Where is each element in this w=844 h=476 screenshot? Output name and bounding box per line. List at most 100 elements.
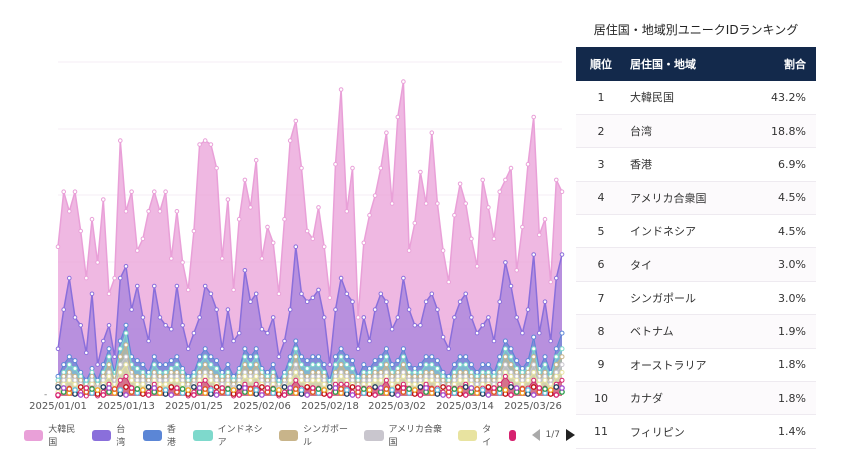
data-point[interactable] [146, 338, 151, 344]
data-point[interactable] [338, 354, 344, 360]
data-point[interactable] [542, 386, 548, 392]
data-point[interactable] [219, 346, 225, 352]
data-point[interactable] [174, 362, 180, 368]
data-point[interactable] [163, 369, 169, 375]
data-point[interactable] [89, 377, 95, 383]
data-point[interactable] [134, 381, 140, 387]
data-point[interactable] [514, 369, 520, 375]
data-point[interactable] [287, 307, 293, 312]
data-point[interactable] [367, 212, 372, 218]
data-point[interactable] [350, 165, 355, 171]
data-point[interactable] [316, 377, 321, 383]
data-point[interactable] [463, 291, 469, 297]
data-point[interactable] [412, 381, 418, 387]
data-point[interactable] [219, 385, 226, 391]
data-point[interactable] [242, 369, 248, 375]
data-point[interactable] [247, 386, 254, 392]
data-point[interactable] [117, 369, 123, 375]
data-point[interactable] [174, 385, 180, 391]
data-point[interactable] [440, 248, 446, 253]
data-point[interactable] [474, 369, 480, 375]
data-point[interactable] [519, 369, 525, 375]
data-point[interactable] [225, 377, 231, 383]
data-point[interactable] [406, 362, 412, 368]
data-point[interactable] [208, 362, 214, 368]
data-point[interactable] [497, 189, 503, 194]
data-point[interactable] [406, 248, 412, 253]
data-point[interactable] [78, 228, 83, 234]
data-point[interactable] [333, 161, 338, 167]
data-point[interactable] [236, 330, 242, 336]
data-point[interactable] [157, 209, 163, 214]
data-point[interactable] [502, 338, 508, 344]
data-point[interactable] [513, 385, 520, 391]
data-point[interactable] [429, 377, 435, 383]
data-point[interactable] [219, 377, 225, 383]
data-point[interactable] [355, 346, 361, 352]
data-point[interactable] [537, 232, 542, 238]
data-point[interactable] [474, 386, 480, 392]
legend-item-indonesia[interactable]: インドネシア [193, 422, 269, 448]
data-point[interactable] [412, 220, 418, 226]
data-point[interactable] [423, 354, 429, 360]
data-point[interactable] [281, 384, 288, 390]
data-point[interactable] [281, 392, 288, 398]
data-point[interactable] [486, 205, 491, 210]
data-point[interactable] [384, 299, 389, 305]
data-point[interactable] [106, 291, 112, 297]
data-point[interactable] [214, 307, 219, 312]
data-point[interactable] [542, 362, 548, 368]
data-point[interactable] [55, 384, 61, 390]
data-point[interactable] [293, 346, 299, 352]
data-point[interactable] [253, 369, 259, 375]
data-point[interactable] [485, 392, 492, 398]
data-point[interactable] [145, 384, 152, 390]
data-point[interactable] [559, 252, 565, 257]
data-point[interactable] [440, 384, 446, 390]
data-point[interactable] [89, 386, 95, 392]
data-point[interactable] [225, 369, 231, 375]
data-point[interactable] [440, 392, 446, 398]
legend-item-thailand[interactable]: タイ [457, 422, 500, 448]
data-point[interactable] [265, 369, 270, 375]
data-point[interactable] [508, 283, 514, 289]
data-point[interactable] [537, 330, 542, 336]
data-point[interactable] [191, 330, 197, 336]
data-point[interactable] [134, 377, 140, 383]
data-point[interactable] [179, 386, 186, 392]
data-point[interactable] [360, 386, 367, 392]
data-point[interactable] [338, 362, 344, 368]
data-point[interactable] [123, 384, 129, 390]
data-point[interactable] [333, 307, 338, 312]
data-point[interactable] [468, 377, 474, 383]
data-point[interactable] [140, 377, 146, 383]
data-point[interactable] [553, 346, 559, 352]
data-point[interactable] [242, 177, 248, 183]
data-point[interactable] [214, 165, 219, 171]
data-point[interactable] [367, 338, 372, 344]
data-point[interactable] [298, 387, 305, 393]
data-point[interactable] [146, 209, 151, 214]
data-point[interactable] [457, 387, 463, 393]
data-point[interactable] [259, 384, 265, 390]
data-point[interactable] [463, 362, 469, 368]
data-point[interactable] [168, 384, 175, 390]
data-point[interactable] [440, 377, 446, 383]
data-point[interactable] [525, 377, 531, 383]
data-point[interactable] [253, 387, 260, 393]
data-point[interactable] [378, 377, 384, 383]
data-point[interactable] [383, 354, 389, 360]
legend-item-hongkong[interactable]: 香港 [142, 422, 185, 448]
data-point[interactable] [452, 212, 457, 218]
data-point[interactable] [287, 385, 294, 391]
data-point[interactable] [559, 369, 565, 375]
data-point[interactable] [367, 377, 372, 383]
data-point[interactable] [503, 260, 508, 265]
data-point[interactable] [157, 386, 163, 392]
data-point[interactable] [480, 177, 486, 183]
data-point[interactable] [361, 369, 367, 375]
data-point[interactable] [157, 381, 163, 387]
data-point[interactable] [163, 362, 169, 368]
data-point[interactable] [435, 201, 440, 206]
data-point[interactable] [395, 377, 401, 383]
